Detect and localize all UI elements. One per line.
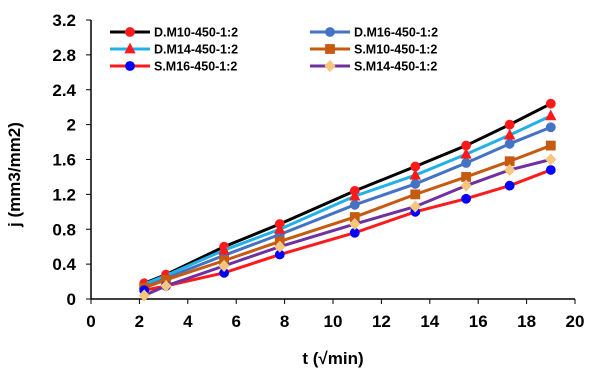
data-point: [349, 199, 360, 210]
legend-swatch-marker: [124, 42, 136, 54]
axes: 0 2 4 6 8 10 12 14 16 18 20 0 0.4 0.8 1.2 1.6 2 2.4 2.8 3.2: [52, 11, 584, 331]
legend-label: S.M14-450-1:2: [354, 60, 437, 74]
data-point: [409, 168, 421, 180]
data-point: [274, 240, 286, 253]
x-tick-label: 18: [517, 312, 536, 331]
legend-label: D.M10-450-1:2: [154, 26, 238, 40]
series-line: [143, 144, 552, 290]
x-tick-label: 16: [469, 312, 488, 331]
series-line: [143, 102, 552, 285]
data-point: [160, 279, 172, 293]
legend-swatch-marker: [325, 27, 335, 37]
data-point: [410, 179, 421, 189]
y-tick-label: 0.8: [52, 220, 76, 239]
legend-item: D.M14-450-1:2: [110, 43, 238, 57]
legend-item: S.M10-450-1:2: [310, 43, 437, 57]
data-point: [504, 138, 515, 149]
data-point: [503, 128, 516, 140]
data-point: [545, 140, 556, 151]
legend-item: S.M14-450-1:2: [310, 60, 437, 74]
series-line: [143, 125, 552, 289]
y-tick-label: 2: [67, 116, 76, 135]
x-tick-label: 2: [135, 312, 144, 331]
data-point: [545, 98, 556, 109]
data-point: [545, 122, 556, 133]
legend-swatch-marker: [325, 44, 335, 54]
data-point: [504, 180, 515, 191]
y-tick-label: 2.4: [52, 81, 76, 100]
data-point: [545, 153, 557, 166]
x-tick-label: 14: [420, 312, 439, 331]
x-tick-label: 4: [183, 312, 193, 331]
data-point: [545, 109, 557, 121]
x-tick-label: 20: [566, 312, 585, 331]
data-point: [274, 222, 286, 234]
data-point: [218, 243, 230, 255]
y-tick-label: 0.4: [52, 255, 76, 274]
series-4: [139, 140, 556, 293]
data-point: [545, 165, 556, 175]
legend: D.M10-450-1:2 D.M16-450-1:2 D.M14-450-1:2 S…: [110, 26, 438, 74]
x-axis-title: t (√min): [302, 349, 363, 368]
x-tick-label: 8: [280, 312, 289, 331]
series-5: [139, 165, 556, 296]
y-tick-label: 0: [67, 290, 76, 309]
legend-swatch-marker: [125, 27, 135, 37]
series-line: [143, 114, 552, 286]
legend-item: S.M16-450-1:2: [110, 60, 237, 74]
x-tick-label: 10: [324, 312, 343, 331]
legend-swatch-marker: [125, 61, 135, 71]
data-point: [138, 289, 150, 302]
x-tick-label: 12: [372, 312, 391, 331]
legend-label: D.M14-450-1:2: [154, 43, 238, 57]
series-3: [138, 109, 557, 289]
x-tick-label: 0: [86, 312, 95, 331]
legend-item: D.M10-450-1:2: [110, 26, 238, 40]
y-tick-label: 3.2: [52, 11, 76, 30]
data-point: [409, 200, 421, 213]
legend-swatch-marker: [324, 59, 336, 73]
data-point: [460, 147, 472, 159]
legend-item: D.M16-450-1:2: [310, 26, 438, 40]
data-point: [218, 259, 230, 272]
y-axis-title: j (mm3/mm2): [5, 122, 24, 228]
data-point: [461, 158, 472, 168]
legend-label: D.M16-450-1:2: [354, 26, 438, 40]
series-line: [143, 158, 552, 297]
y-tick-label: 1.2: [52, 185, 76, 204]
x-tick-label: 6: [231, 312, 240, 331]
data-point: [349, 217, 361, 231]
series-layer: [138, 98, 557, 302]
data-point: [349, 189, 361, 201]
y-tick-label: 2.8: [52, 46, 76, 65]
series-2: [139, 122, 556, 292]
data-point: [460, 179, 472, 192]
data-point: [504, 119, 515, 130]
legend-label: S.M16-450-1:2: [154, 60, 237, 74]
series-6: [138, 153, 557, 302]
data-point: [504, 163, 516, 177]
legend-label: S.M10-450-1:2: [354, 43, 437, 57]
y-tick-label: 1.6: [52, 151, 76, 170]
data-point: [410, 189, 421, 200]
data-point: [461, 193, 472, 204]
